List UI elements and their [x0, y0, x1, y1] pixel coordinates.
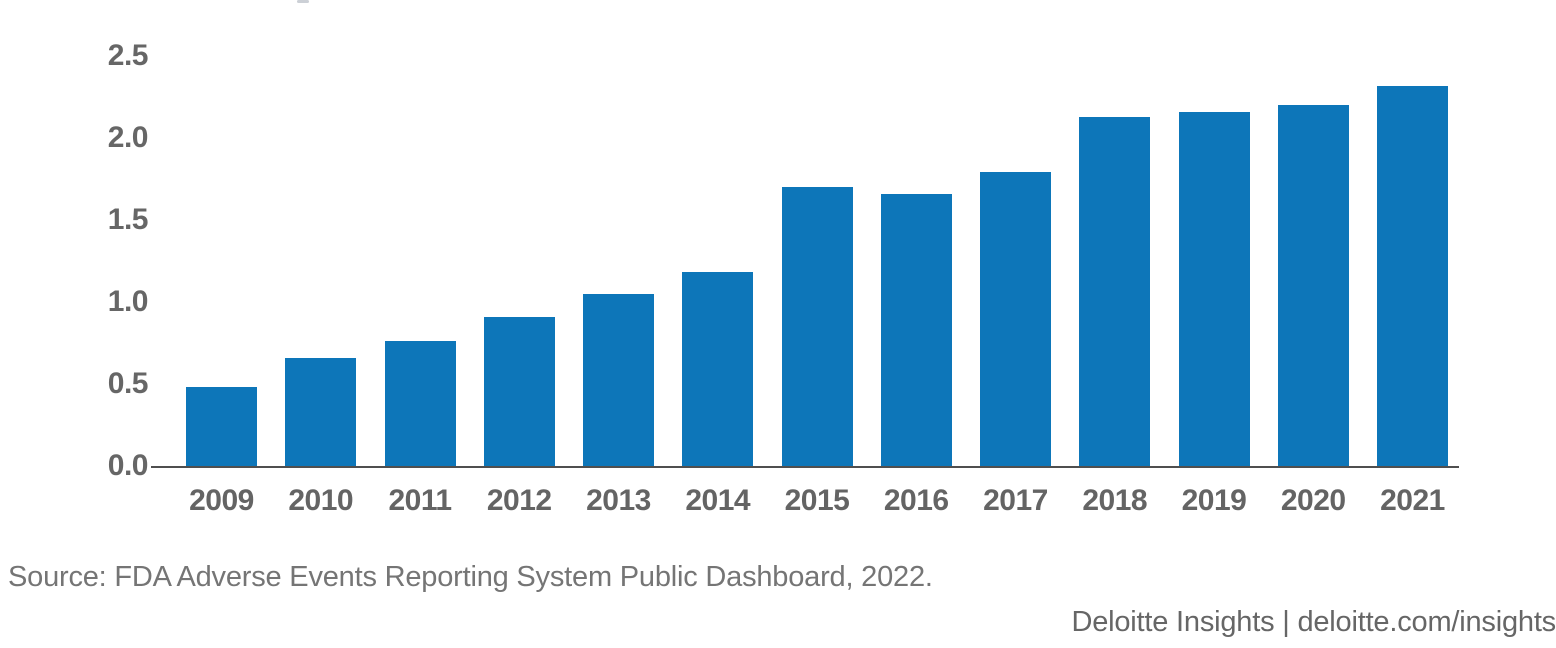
- x-tick-label: 2017: [983, 484, 1048, 517]
- x-tick-label: 2016: [883, 484, 949, 517]
- x-tick-label: 2010: [288, 484, 354, 517]
- bar-2015: [781, 187, 853, 466]
- x-tick-label: 2018: [1082, 484, 1148, 517]
- x-tick-label: 2020: [1280, 484, 1346, 517]
- cropped-title-artifact: [297, 0, 309, 3]
- y-tick-label: 0.5: [107, 367, 149, 400]
- bar-2021: [1377, 85, 1448, 466]
- x-tick-label: 2012: [486, 484, 552, 517]
- bar-2014: [682, 272, 754, 466]
- bar-2013: [583, 293, 654, 466]
- x-tick-label: 2014: [685, 484, 751, 517]
- x-tick-label: 2011: [388, 484, 452, 517]
- x-tick-label: 2009: [189, 484, 254, 517]
- x-tick-label: 2021: [1380, 484, 1445, 517]
- x-tick-label: 2015: [784, 484, 850, 517]
- y-tick-label: 2.5: [107, 39, 149, 72]
- bar-2009: [186, 387, 257, 466]
- source-note: Source: FDA Adverse Events Reporting Sys…: [8, 561, 933, 593]
- bar-2017: [980, 172, 1051, 466]
- bar-2019: [1178, 111, 1250, 466]
- bar-2020: [1277, 105, 1349, 466]
- y-tick-label: 1.0: [107, 285, 149, 318]
- bar-2011: [384, 341, 456, 466]
- bar-2016: [880, 193, 952, 466]
- x-axis-line: [151, 466, 1459, 468]
- x-tick-label: 2019: [1181, 484, 1247, 517]
- bar-2012: [483, 316, 555, 466]
- y-tick-label: 0.0: [107, 449, 149, 482]
- x-tick-label: 2013: [586, 484, 651, 517]
- bar-2018: [1079, 116, 1151, 466]
- bar-2010: [285, 357, 357, 466]
- brand-attribution: Deloitte Insights | deloitte.com/insight…: [1071, 606, 1556, 638]
- y-tick-label: 2.0: [107, 121, 149, 154]
- y-tick-label: 1.5: [107, 203, 149, 236]
